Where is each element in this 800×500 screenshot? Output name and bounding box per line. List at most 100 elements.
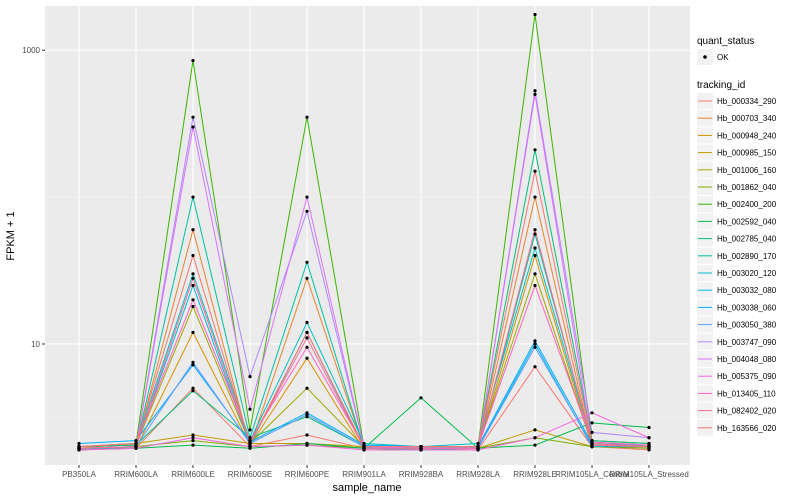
x-tick-label: RRIM600SE [228,470,272,479]
legend-entry-Hb_002592_040: Hb_002592_040 [717,217,777,226]
legend-entry-Hb_000334_290: Hb_000334_290 [717,97,777,106]
data-point-Hb_003020_120 [533,246,537,250]
data-point-Hb_163566_020 [590,441,594,446]
x-tick-label: RRIM928BA [399,470,444,479]
data-point-Hb_004048_080 [248,407,252,411]
data-point-Hb_163566_020 [134,441,138,446]
data-point-Hb_003032_080 [191,283,195,288]
data-point-Hb_163566_020 [533,169,537,173]
data-point-Hb_000334_290 [191,386,195,390]
data-point-Hb_002400_200 [191,59,195,63]
data-point-Hb_005375_090 [533,436,537,440]
data-point-Hb_002592_040 [191,443,195,447]
panel-background [45,6,690,465]
data-point-Hb_005375_090 [191,436,195,440]
data-point-Hb_082402_020 [134,445,138,449]
data-point-Hb_002890_170 [533,232,537,236]
data-point-Hb_002890_170 [191,195,195,199]
data-point-Hb_163566_020 [248,441,252,446]
y-axis-title: FPKM + 1 [5,211,17,260]
y-axis: 10 1000 [22,46,45,349]
data-point-Hb_163566_020 [476,445,480,449]
legend-title-quant-status: quant_status [697,36,754,47]
data-point-Hb_001006_160 [191,304,195,309]
data-point-Hb_005375_090 [305,443,309,447]
data-point-Hb_003020_120 [305,320,309,325]
data-point-Hb_003020_120 [476,441,480,446]
legend-entry-Hb_003038_060: Hb_003038_060 [717,303,777,312]
data-point-Hb_001006_160 [305,386,309,390]
x-tick-label: RRIM928LE [513,470,557,479]
x-tick-label: RRIM600LA [114,470,158,479]
legend-entry-Hb_163566_020: Hb_163566_020 [717,424,777,433]
data-point-Hb_003038_060 [134,439,138,443]
x-tick-label: RRIM105LA_Control [555,470,629,479]
legend-entry-Hb_005375_090: Hb_005375_090 [717,372,777,381]
legend-entry-Hb_000985_150: Hb_000985_150 [717,149,777,158]
data-point-Hb_002890_170 [305,260,309,264]
legend-entry-Hb_013405_110: Hb_013405_110 [717,389,776,398]
data-point-Hb_000948_240 [191,330,195,334]
x-tick-label: PB350LA [62,470,96,479]
y-tick-label: 10 [31,340,40,349]
x-tick-label: RRIM105LA_Stressed [609,470,689,479]
data-point-Hb_001006_160 [533,272,537,276]
legend-entry-OK: OK [717,53,729,62]
legend-title-tracking-id: tracking_id [697,80,745,91]
data-point-Hb_013405_110 [533,283,537,288]
legend-entry-Hb_003050_380: Hb_003050_380 [717,321,777,330]
data-point-Hb_003747_090 [191,115,195,119]
data-point-Hb_082402_020 [305,336,309,340]
data-point-Hb_003038_060 [77,441,81,446]
data-point-Hb_163566_020 [305,330,309,334]
legend-entry-Hb_003020_120: Hb_003020_120 [717,269,777,278]
data-point-Hb_000703_340 [305,276,309,280]
data-point-Hb_005375_090 [590,411,594,415]
x-tick-label: RRIM600LE [171,470,215,479]
legend: quant_status OK tracking_id Hb_000334_290 Hb… [697,36,777,436]
data-point-Hb_003020_120 [191,272,195,276]
data-point-Hb_003747_090 [305,209,309,213]
data-point-Hb_002785_040 [191,389,195,393]
data-point-Hb_004048_080 [191,125,195,129]
data-point-Hb_000948_240 [533,253,537,258]
data-point-Hb_000334_290 [305,433,309,437]
data-points [77,12,651,452]
data-point-Hb_002592_040 [590,421,594,425]
legend-entry-Hb_004048_080: Hb_004048_080 [717,355,777,364]
data-point-Hb_013405_110 [305,345,309,349]
data-point-Hb_003032_080 [533,342,537,346]
data-point-Hb_002890_170 [248,436,252,440]
data-point-Hb_163566_020 [362,445,366,449]
x-axis: PB350LA RRIM600LA RRIM600LE RRIM600SE RRIM60… [62,465,689,479]
data-point-Hb_000985_150 [533,428,537,432]
y-tick-label: 1000 [22,46,40,55]
data-point-Hb_003038_060 [191,363,195,367]
legend-entry-Hb_002400_200: Hb_002400_200 [717,200,777,209]
data-point-Hb_003038_060 [533,339,537,343]
data-point-Hb_003050_380 [533,345,537,349]
legend-entry-Hb_001006_160: Hb_001006_160 [717,166,777,175]
legend-entry-Hb_002785_040: Hb_002785_040 [717,235,777,244]
legend-entry-Hb_002890_170: Hb_002890_170 [717,252,777,261]
data-point-Hb_004048_080 [533,92,537,96]
data-point-Hb_002400_200 [305,115,309,119]
legend-entry-Hb_001862_040: Hb_001862_040 [717,183,777,192]
data-point-Hb_002592_040 [647,425,651,430]
data-point-Hb_002400_200 [533,12,537,17]
x-axis-title: sample_name [332,482,401,494]
data-point-Hb_163566_020 [647,445,651,449]
data-point-Hb_002592_040 [419,396,423,400]
data-point-Hb_003747_090 [533,89,537,93]
legend-entry-Hb_000703_340: Hb_000703_340 [717,114,777,123]
data-point-Hb_000703_340 [533,195,537,199]
legend-entry-Hb_003032_080: Hb_003032_080 [717,286,777,295]
data-point-Hb_003747_090 [590,430,594,434]
data-point-Hb_003747_090 [248,375,252,379]
legend-key-point [703,55,707,59]
data-point-Hb_003050_380 [191,360,195,364]
data-point-Hb_163566_020 [191,253,195,258]
data-point-Hb_002785_040 [533,148,537,152]
x-tick-label: RRIM600PE [285,470,329,479]
data-point-Hb_000948_240 [305,356,309,360]
